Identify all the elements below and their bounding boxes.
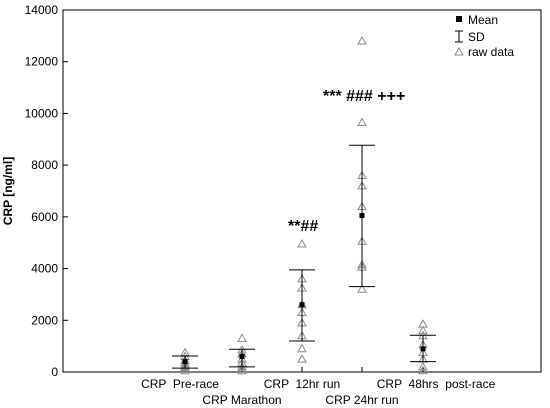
mean-point-1 (239, 353, 245, 359)
y-tick-label-8000: 8000 (31, 158, 58, 172)
raw-point (237, 364, 247, 373)
raw-point (180, 363, 190, 372)
mean-point-3 (359, 213, 365, 219)
raw-point (297, 354, 307, 363)
y-tick-label-4000: 4000 (31, 262, 58, 276)
mean-point-4 (420, 346, 426, 352)
mean-point-0 (182, 359, 188, 365)
x-tick-label-4: CRP 48hrs post-race (377, 377, 496, 391)
legend-mean-marker (456, 16, 462, 22)
raw-point (357, 284, 367, 293)
mean-series (182, 213, 426, 365)
raw-point (357, 117, 367, 126)
x-axis: CRP Pre-race CRP Marathon CRP 12hr run CRP … (141, 367, 496, 407)
significance-label-24hr: *** ### +++ (323, 88, 405, 105)
raw-point (237, 333, 247, 342)
raw-point (297, 238, 307, 248)
y-tick-label-10000: 10000 (25, 106, 59, 120)
mean-point-2 (299, 302, 305, 308)
raw-point (418, 325, 428, 335)
y-tick-label-14000: 14000 (25, 3, 59, 17)
raw-point (180, 364, 190, 373)
x-tick-label-1: CRP Marathon (202, 393, 281, 407)
x-tick-label-3: CRP 24hr run (325, 393, 398, 407)
raw-point (418, 361, 428, 371)
y-tick-label-6000: 6000 (31, 210, 58, 224)
raw-point (180, 361, 190, 371)
raw-point (418, 365, 428, 375)
raw-point (180, 365, 190, 375)
raw-point (357, 36, 367, 45)
x-tick-label-2: CRP 12hr run (264, 377, 340, 391)
legend-sd-marker (455, 30, 463, 43)
y-tick-label-12000: 12000 (25, 55, 59, 69)
significance-label-12hr: **## (288, 218, 318, 235)
y-axis-title: CRP [ng/ml] (1, 157, 15, 225)
legend-sd-label: SD (468, 30, 485, 44)
y-axis: 0 2000 4000 6000 8000 10000 12000 14000 (25, 3, 68, 379)
raw-point (237, 365, 247, 375)
legend: Mean SD raw data (454, 13, 514, 59)
y-tick-label-0: 0 (51, 365, 58, 379)
legend-raw-marker (454, 46, 464, 56)
raw-point (297, 343, 307, 353)
x-tick-label-0: CRP Pre-race (141, 377, 219, 391)
legend-mean-label: Mean (468, 13, 498, 27)
legend-raw-label: raw data (468, 45, 514, 59)
y-tick-label-2000: 2000 (31, 313, 58, 327)
